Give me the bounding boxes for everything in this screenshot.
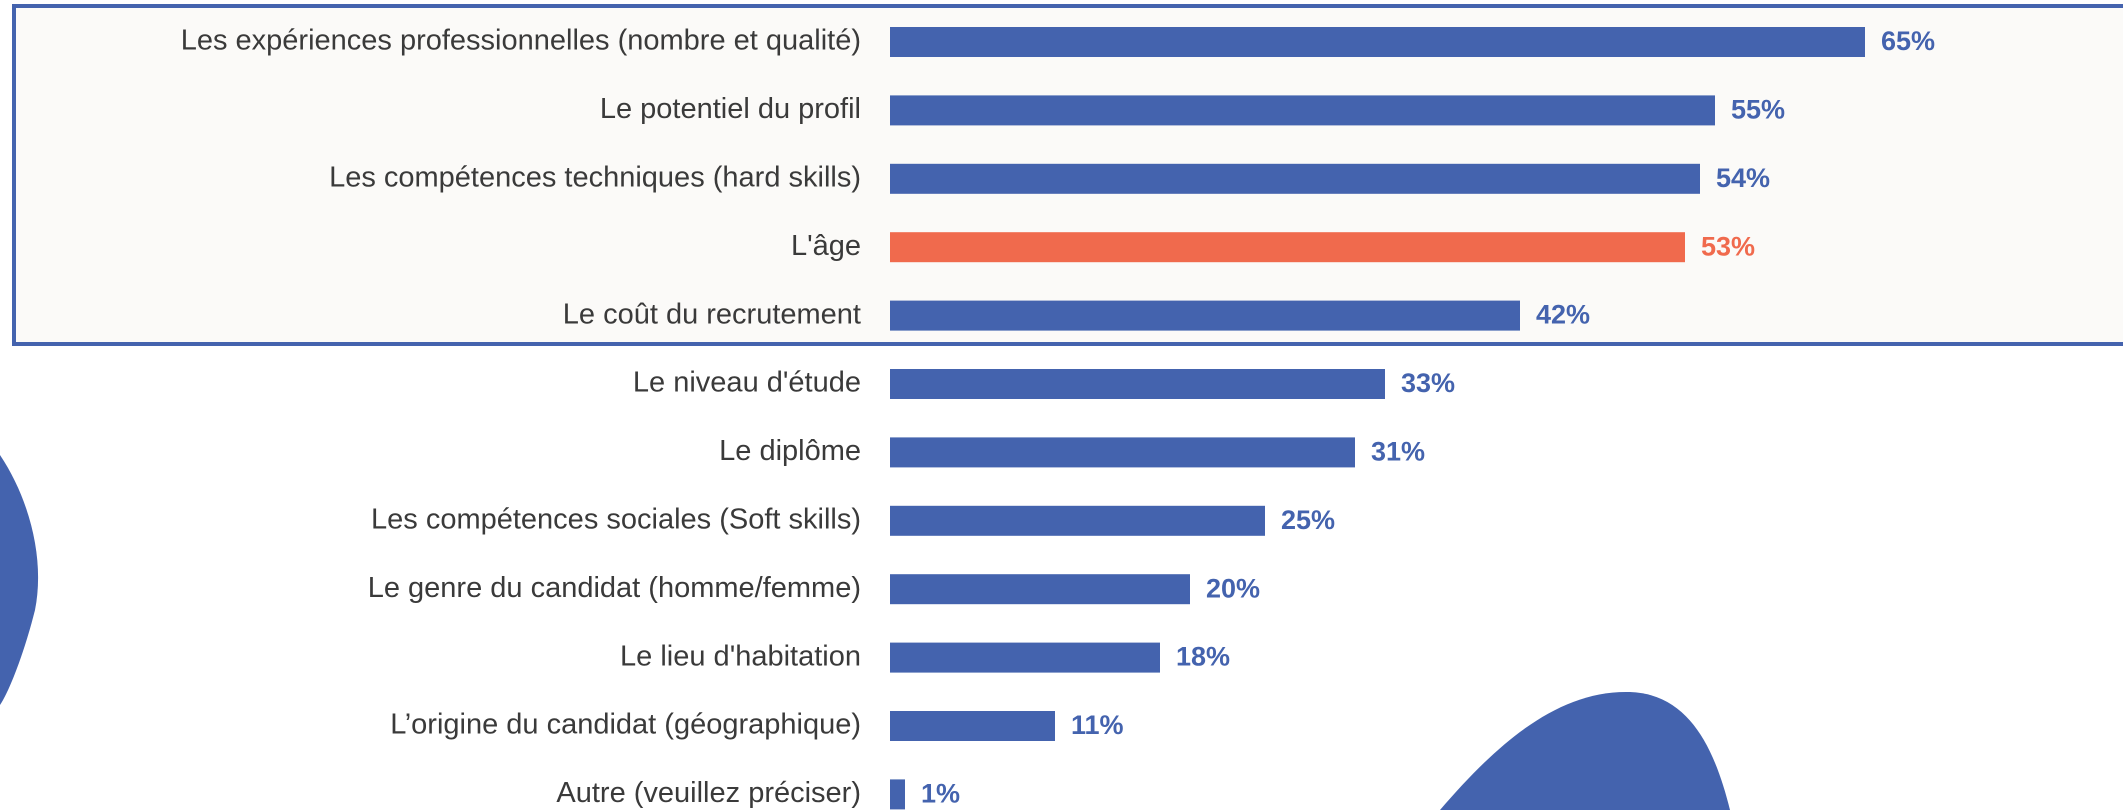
decor-blob-left (0, 455, 38, 705)
category-label: Les compétences techniques (hard skills) (329, 161, 861, 193)
category-label: Les expériences professionnelles (nombre… (181, 25, 861, 57)
category-label: Autre (veuillez préciser) (556, 777, 861, 809)
value-label: 54% (1716, 163, 1770, 193)
value-label: 20% (1206, 573, 1260, 603)
bar (890, 232, 1685, 262)
bar (890, 643, 1160, 673)
bar (890, 779, 905, 809)
category-label: Le genre du candidat (homme/femme) (368, 572, 861, 604)
value-label: 55% (1731, 95, 1785, 125)
value-label: 65% (1881, 26, 1935, 56)
category-label: Le coût du recrutement (563, 298, 861, 330)
category-label: Le niveau d'étude (633, 367, 861, 399)
value-label: 31% (1371, 437, 1425, 467)
value-label: 18% (1176, 642, 1230, 672)
category-label: Les compétences sociales (Soft skills) (371, 503, 861, 535)
value-label: 25% (1281, 505, 1335, 535)
bar (890, 301, 1520, 331)
bar (890, 574, 1190, 604)
category-label: L’origine du candidat (géographique) (390, 709, 861, 741)
decor-blob-right (1440, 692, 1730, 810)
bar (890, 711, 1055, 741)
category-label: Le diplôme (719, 435, 861, 467)
bar (890, 27, 1865, 57)
value-label: 1% (921, 779, 960, 809)
bar (890, 437, 1355, 467)
category-label: Le potentiel du profil (600, 93, 861, 125)
value-label: 53% (1701, 231, 1755, 261)
bar (890, 369, 1385, 399)
category-label: Le lieu d'habitation (620, 640, 861, 672)
value-label: 33% (1401, 368, 1455, 398)
chart: Les expériences professionnelles (nombre… (0, 0, 2123, 810)
value-label: 42% (1536, 300, 1590, 330)
bar (890, 506, 1265, 536)
bar (890, 164, 1700, 194)
value-label: 11% (1071, 710, 1124, 740)
bar (890, 95, 1715, 125)
category-label: L'âge (791, 230, 861, 262)
